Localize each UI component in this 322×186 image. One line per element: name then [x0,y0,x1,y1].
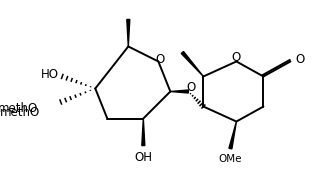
Text: OH: OH [134,151,152,164]
Text: HO: HO [41,68,59,81]
Text: O: O [295,53,304,66]
Polygon shape [229,121,236,149]
Text: O: O [232,51,241,64]
Polygon shape [142,118,145,146]
Text: OMe: OMe [219,154,242,164]
Text: methO: methO [0,102,38,115]
Text: methO: methO [0,106,41,119]
Text: O: O [155,53,164,66]
Polygon shape [181,52,204,76]
Polygon shape [127,19,130,46]
Text: O: O [186,81,195,94]
Polygon shape [170,90,188,93]
